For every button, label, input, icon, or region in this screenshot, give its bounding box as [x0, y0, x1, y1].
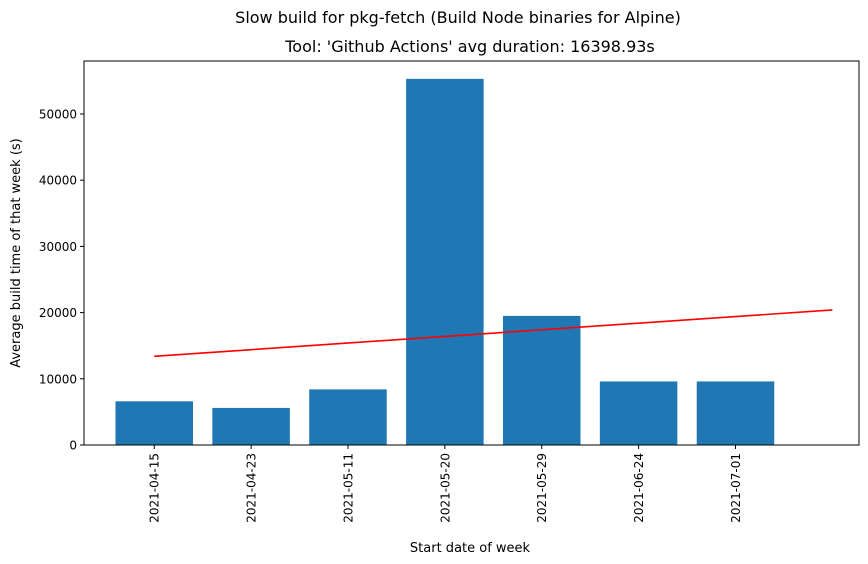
bar-2021-06-24 — [599, 381, 678, 445]
y-tick-label: 40000 — [39, 174, 77, 188]
bar-2021-05-11 — [309, 389, 387, 445]
x-tick-label: 2021-06-24 — [632, 453, 646, 523]
chart-suptitle: Slow build for pkg-fetch (Build Node bin… — [235, 8, 681, 27]
y-tick-label: 10000 — [39, 372, 77, 386]
bar-2021-05-29 — [502, 315, 581, 445]
bars-group — [115, 78, 775, 446]
x-axis-label: Start date of week — [410, 541, 531, 556]
trend-line — [154, 309, 833, 358]
bar-2021-04-15 — [115, 401, 193, 445]
bar-2021-07-01 — [696, 381, 775, 445]
x-axis: 2021-04-15 2021-04-23 2021-05-11 2021-05-20… — [148, 445, 743, 523]
y-tick-label: 30000 — [39, 240, 77, 254]
y-axis-label: Average build time of that week (s) — [9, 138, 24, 368]
x-tick-label: 2021-05-29 — [535, 453, 549, 523]
x-tick-label: 2021-05-20 — [438, 453, 452, 523]
x-tick-label: 2021-07-01 — [729, 453, 743, 523]
y-tick-label: 50000 — [39, 107, 77, 121]
bar-2021-04-23 — [212, 407, 290, 445]
plot-area-frame — [83, 60, 860, 446]
y-axis: 0 10000 20000 30000 40000 50000 — [39, 107, 84, 453]
y-tick-label: 0 — [69, 439, 77, 453]
bar-2021-05-20 — [406, 78, 484, 446]
x-tick-label: 2021-05-11 — [341, 453, 355, 523]
x-tick-label: 2021-04-15 — [148, 453, 162, 523]
x-tick-label: 2021-04-23 — [245, 453, 259, 523]
chart-title: Tool: 'Github Actions' avg duration: 163… — [284, 37, 655, 56]
y-tick-label: 20000 — [39, 306, 77, 320]
trend-line-group — [154, 309, 833, 358]
